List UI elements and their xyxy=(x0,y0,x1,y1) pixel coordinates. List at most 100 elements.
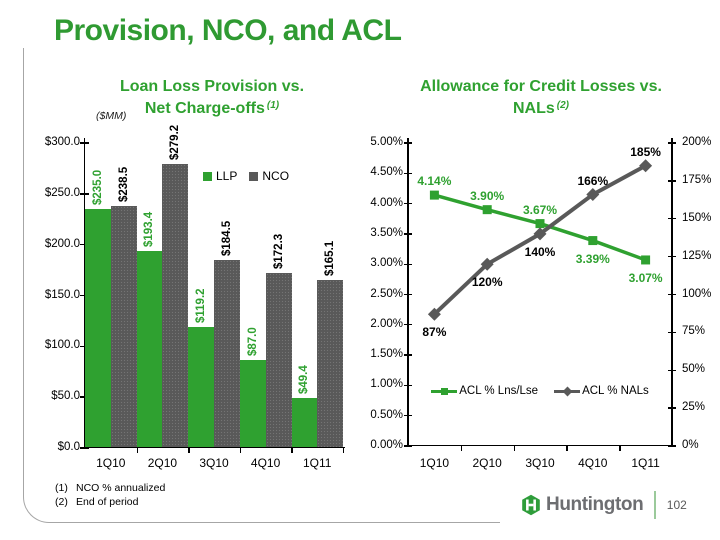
line-left-tick-label: 4.00% xyxy=(370,196,403,209)
bar-x-category-label: 3Q10 xyxy=(199,456,229,470)
bar-chart-title: Loan Loss Provision vs. Net Charge-offs(… xyxy=(72,77,352,118)
line-data-label: 3.90% xyxy=(470,188,505,203)
nco-bar xyxy=(317,280,344,448)
bar-chart-title-line2: Net Charge-offs xyxy=(144,100,265,117)
line-right-tick-label: 100% xyxy=(682,287,712,300)
bar-y-tick-label: $50.0 xyxy=(51,390,80,403)
bar-value-label: $87.0 xyxy=(246,326,259,356)
bar-y-tick-label: $100.0 xyxy=(44,339,80,352)
line-left-tick-label: 1.50% xyxy=(370,348,403,361)
line-right-tick-label: 0% xyxy=(682,439,699,451)
line-data-label: 3.07% xyxy=(628,270,663,285)
slide-frame-border xyxy=(23,48,500,523)
footnote-1-text: NCO % annualized xyxy=(76,482,166,494)
llp-bar xyxy=(291,397,318,448)
footnote-1-ref: (1) xyxy=(55,482,68,494)
bar-chart-legend: LLP NCO xyxy=(203,169,289,183)
line-legend-item: ACL % Lns/Lse xyxy=(431,385,538,397)
line-x-category-label: 3Q10 xyxy=(525,456,555,470)
bar-legend-swatch xyxy=(203,171,212,181)
bar-x-tick xyxy=(239,448,242,453)
line-legend-label: ACL % Lns/Lse xyxy=(459,385,539,397)
line-data-label: 4.14% xyxy=(417,174,452,189)
bar-value-label: $184.5 xyxy=(221,221,233,257)
line-left-tick-label: 5.00% xyxy=(370,136,403,148)
bar-x-tick xyxy=(188,448,190,453)
nco-bar xyxy=(162,164,189,448)
bar-legend-label: NCO xyxy=(262,169,290,183)
line-legend-label: ACL % NALs xyxy=(582,385,649,397)
bar-y-tick-label: $150.0 xyxy=(44,288,80,301)
footnote-2-text: End of period xyxy=(76,495,139,508)
line-data-label: 166% xyxy=(577,173,609,188)
bar-x-tick xyxy=(291,448,293,453)
line-left-tick-label: 2.50% xyxy=(370,287,403,300)
line-x-category-label: 1Q11 xyxy=(631,456,660,470)
bar-value-label: $235.0 xyxy=(91,169,104,206)
line-right-tick-label: 50% xyxy=(682,363,706,376)
line-x-axis-line xyxy=(407,444,674,447)
line-left-tick-label: 1.00% xyxy=(370,378,403,391)
footnote-2: (2) End of period xyxy=(55,496,165,510)
bar-value-label: $238.5 xyxy=(117,166,130,202)
bar-y-tick-label: $0.0 xyxy=(57,441,80,453)
nco-bar xyxy=(110,205,137,448)
huntington-logo-icon xyxy=(522,494,540,516)
bar-chart-unit-label: ($MM) xyxy=(96,110,127,122)
line-left-tick-label: 4.50% xyxy=(370,166,403,179)
line-right-tick-label: 200% xyxy=(682,136,712,148)
line-data-label: 185% xyxy=(630,144,661,159)
footnote-2-ref: (2) xyxy=(55,495,68,508)
line-data-label: 120% xyxy=(471,275,503,290)
footer: Huntington 102 xyxy=(520,491,687,519)
line-right-axis-line xyxy=(671,138,673,446)
line-right-tick-label: 25% xyxy=(682,401,706,414)
llp-bar xyxy=(188,326,214,448)
bar-value-label: $119.2 xyxy=(195,288,207,323)
bar-value-label: $49.4 xyxy=(298,364,311,394)
line-left-tick-label: 3.00% xyxy=(370,257,403,270)
bar-legend-swatch xyxy=(249,171,259,181)
bar-y-tick-label: $200.0 xyxy=(44,237,80,250)
brand-wordmark: Huntington xyxy=(546,494,644,515)
llp-bar xyxy=(136,251,163,448)
footer-separator xyxy=(654,491,656,519)
nco-bar xyxy=(265,272,292,448)
line-data-label: 3.67% xyxy=(522,202,558,217)
line-chart-legend: ACL % Lns/Lse ACL % NALs xyxy=(408,385,672,397)
bar-y-axis-line xyxy=(83,138,86,448)
bar-x-tick xyxy=(343,448,345,453)
bar-x-category-label: 2Q10 xyxy=(147,456,178,470)
bar-x-category-label: 4Q10 xyxy=(250,456,281,470)
page-number: 102 xyxy=(666,498,687,512)
line-x-category-label: 4Q10 xyxy=(578,456,608,470)
bar-x-axis-line xyxy=(83,446,345,449)
line-left-tick-label: 2.00% xyxy=(370,317,403,330)
line-x-category-label: 1Q10 xyxy=(419,456,450,470)
line-right-tick-label: 175% xyxy=(682,173,712,186)
bar-y-tick-label: $250.0 xyxy=(44,186,80,199)
bar-value-label: $279.2 xyxy=(169,124,182,161)
bar-chart-title-line1: Loan Loss Provision vs. xyxy=(119,78,305,95)
bar-x-tick xyxy=(136,448,138,453)
bar-value-label: $172.3 xyxy=(272,233,285,269)
line-left-axis-line xyxy=(407,138,409,446)
bar-legend-item: NCO xyxy=(249,169,289,183)
line-legend-item: ACL % NALs xyxy=(554,385,649,397)
line-x-tick xyxy=(566,446,568,451)
line-chart-title-line2: NALs xyxy=(512,100,555,117)
bar-chart-footnote-ref: (1) xyxy=(266,100,280,111)
line-chart-footnote-ref: (2) xyxy=(556,100,569,111)
llp-bar xyxy=(84,209,111,448)
bar-y-tick-label: $300.0 xyxy=(44,136,80,148)
page-title: Provision, NCO, and ACL xyxy=(54,14,402,47)
line-right-tick-label: 150% xyxy=(682,211,712,224)
line-x-tick xyxy=(460,446,463,451)
bar-value-label: $193.4 xyxy=(143,212,156,248)
bar-legend-item: LLP xyxy=(203,169,237,183)
line-right-tick-label: 75% xyxy=(682,325,706,338)
footnote-1: (1) NCO % annualized xyxy=(55,482,165,496)
bar-x-category-label: 1Q10 xyxy=(96,456,126,470)
